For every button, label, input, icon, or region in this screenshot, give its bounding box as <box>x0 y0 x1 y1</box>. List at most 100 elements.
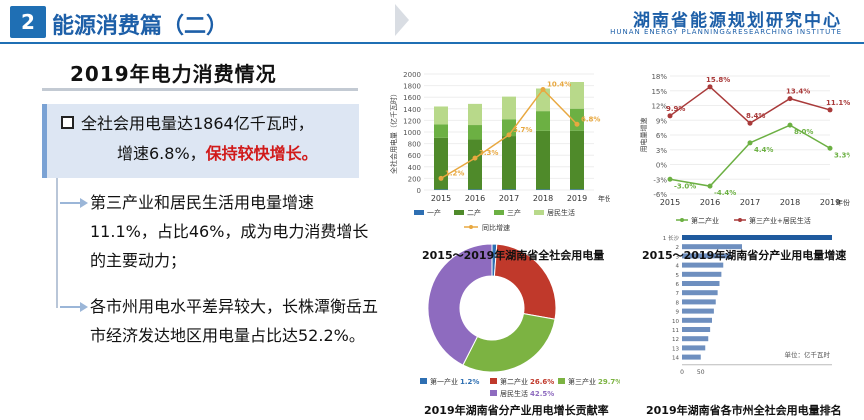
chart4-category-label: 1 长沙 <box>663 234 680 242</box>
chart4-category-label: 8 <box>676 300 680 306</box>
chart2-ytick: 9% <box>656 117 667 125</box>
chart1-bar <box>570 130 584 190</box>
chart4-category-label: 2 <box>676 245 680 251</box>
chart4-category-label: 4 <box>676 264 680 270</box>
chart1-ytick: 1800 <box>403 83 421 91</box>
chart3-legend-label: 居民生活 <box>500 389 528 398</box>
section-number: 2 <box>10 6 46 38</box>
chart2-ytick: 12% <box>651 103 667 111</box>
chart3-legend-label: 第一产业 <box>430 377 458 386</box>
chart2-ytick: -3% <box>653 176 667 184</box>
chart1-ytick: 1400 <box>403 106 421 114</box>
chart1-bar <box>434 106 448 125</box>
chart1-ytick: 0 <box>417 187 421 195</box>
chart4-category-label: 11 <box>672 328 679 334</box>
chart1-ytick: 1600 <box>403 94 421 102</box>
chart1-legend-label: 一产 <box>427 208 441 217</box>
chart4-category-label: 5 <box>676 273 680 279</box>
chart2-legend-marker <box>738 218 742 222</box>
chart1-legend-label: 二产 <box>467 208 481 217</box>
chart1-legend-swatch <box>454 210 464 215</box>
chart2-ytick: 6% <box>656 132 667 140</box>
chart4-bar <box>682 317 712 323</box>
chart1-ytick: 1000 <box>403 129 421 137</box>
chart2-point-label: 11.1% <box>826 99 850 107</box>
chart2-xtick: 2016 <box>700 198 720 207</box>
chart4-title: 2019年湖南省各市州全社会用电量排名 <box>646 404 842 417</box>
chart1-bar <box>536 189 550 190</box>
chart2-point <box>827 107 833 113</box>
chart1-growth-label: 5.7% <box>513 126 532 134</box>
chart1-bar <box>434 137 448 190</box>
chart2-ytick: 18% <box>651 73 667 81</box>
chart1-bar <box>468 139 482 190</box>
chart3-legend-label: 第三产业 <box>568 377 596 386</box>
chart1-ylabel: 全社会用电量（亿千瓦时） <box>390 90 398 174</box>
chart3-legend-value: 42.5% <box>530 390 554 398</box>
arrow-right-icon <box>60 198 88 208</box>
chart4-bar <box>682 336 709 342</box>
chart4-bar <box>682 299 716 305</box>
chart3-legend-label: 第二产业 <box>500 377 528 386</box>
chart1-xtick: 2019 <box>567 194 587 203</box>
connector-line <box>56 178 58 308</box>
chart1-xtick: 2015 <box>431 194 451 203</box>
chart2-point <box>667 176 673 182</box>
chart4-bar <box>682 290 718 296</box>
chart2-point <box>827 145 833 151</box>
chart1-ytick: 200 <box>408 175 421 183</box>
chart4-bar <box>682 308 714 314</box>
chart2-point <box>787 96 793 102</box>
chart4-category-label: 9 <box>676 310 680 316</box>
org-name: 湖南省能源规划研究中心 <box>633 11 842 31</box>
chart2-point-label: 4.4% <box>754 146 773 154</box>
summary-line-1: 全社会用电量达1864亿千瓦时， <box>81 114 314 133</box>
chart2-legend-label: 第三产业+居民生活 <box>749 216 811 225</box>
chart1-bar <box>570 108 584 131</box>
chart1-bar <box>434 124 448 138</box>
chart4-category-label: 3 <box>676 254 680 260</box>
chart1-bar <box>570 82 584 109</box>
chart4-unit: 单位：亿千瓦时 <box>785 350 831 359</box>
subtitle-underline <box>42 88 358 91</box>
chart4-bar <box>682 354 701 360</box>
org-name-en: HUNAN ENERGY PLANNING&RESEARCHING INSTIT… <box>610 28 842 36</box>
chart1-growth-point <box>574 121 580 127</box>
header-rule <box>0 42 864 44</box>
chart-city-ranking: 1 长沙 2 3 4 5 6 7 8 9 10 11 12 13 14 0 50 单位：亿千瓦时 <box>663 234 832 376</box>
chart1-xtick: 2016 <box>465 194 485 203</box>
chart2-ylabel: 用电量增速 <box>640 118 648 153</box>
chart1-bar <box>502 136 516 190</box>
section-title: 能源消费篇（二） <box>52 14 229 39</box>
chart1-growth-label: 1.2% <box>445 169 464 177</box>
chart2-xtick: 2019 <box>820 198 840 207</box>
chart4-category-label: 13 <box>672 346 679 352</box>
chart2-xtick: 2018 <box>780 198 800 207</box>
chart4-bar <box>682 253 731 259</box>
chart4-xtick: 0 <box>680 369 684 376</box>
header-divider-shape <box>395 4 409 36</box>
chart4-bar <box>682 281 720 286</box>
arrow-right-icon <box>60 302 88 312</box>
chart4-category-label: 12 <box>672 337 679 343</box>
chart1-xtick: 2017 <box>499 194 519 203</box>
chart4-bar <box>682 345 706 351</box>
chart4-xtick: 50 <box>697 369 705 376</box>
point-1-text: 第三产业和居民生活用电量增速11.1%，占比46%，成为电力消费增长的主要动力； <box>90 193 369 270</box>
square-bullet-icon <box>61 116 74 129</box>
chart1-growth-label: 10.4% <box>547 80 571 88</box>
chart4-bar <box>682 235 832 240</box>
chart1-growth-point <box>472 155 478 161</box>
slide-subtitle: 2019年电力消费情况 <box>70 62 277 86</box>
chart3-legend-swatch <box>490 378 497 384</box>
chart1-ytick: 600 <box>408 152 421 160</box>
chart1-growth-label: 3.3% <box>479 149 498 157</box>
chart2-point <box>707 183 713 189</box>
chart-consumption-bar: 全社会用电量（亿千瓦时） 0 200 400 600 800 1000 1200 1400 160… <box>390 71 610 232</box>
chart1-bar <box>468 125 482 140</box>
chart1-bar <box>502 96 516 120</box>
chart4-category-label: 7 <box>676 291 680 297</box>
slide-header: 2 能源消费篇（二） 湖南省能源规划研究中心 HUNAN ENERGY PLAN… <box>0 0 864 46</box>
chart2-point <box>707 84 713 90</box>
chart1-ytick: 2000 <box>403 71 421 79</box>
